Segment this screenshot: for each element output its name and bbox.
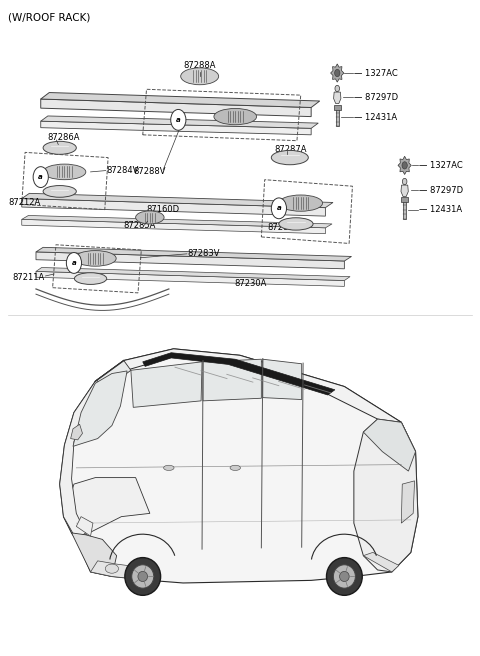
Ellipse shape (136, 211, 164, 224)
Text: 87288V: 87288V (133, 167, 166, 176)
Circle shape (171, 110, 186, 131)
Circle shape (66, 253, 82, 274)
Text: 87287A: 87287A (274, 144, 307, 154)
Bar (336, 108, 339, 127)
Text: — 87297D: — 87297D (419, 186, 463, 195)
Polygon shape (41, 92, 320, 108)
Text: 87160D: 87160D (146, 205, 179, 214)
Polygon shape (334, 92, 341, 104)
Polygon shape (96, 361, 131, 390)
Polygon shape (41, 121, 311, 135)
Ellipse shape (279, 195, 323, 211)
Polygon shape (72, 533, 117, 577)
Polygon shape (401, 185, 408, 197)
Ellipse shape (339, 571, 349, 582)
Text: a: a (176, 117, 180, 123)
Circle shape (271, 198, 287, 218)
Text: 87211A: 87211A (12, 273, 45, 282)
Polygon shape (22, 199, 325, 216)
Polygon shape (22, 215, 332, 228)
Ellipse shape (271, 150, 308, 165)
Bar (334, 105, 341, 110)
Circle shape (335, 85, 339, 92)
Polygon shape (36, 252, 344, 269)
Polygon shape (91, 561, 152, 581)
Polygon shape (36, 247, 351, 261)
Polygon shape (22, 219, 325, 234)
Text: 87230A: 87230A (234, 279, 267, 288)
Ellipse shape (74, 251, 116, 266)
Ellipse shape (125, 558, 161, 596)
Ellipse shape (43, 164, 86, 180)
Polygon shape (60, 361, 129, 539)
Text: — 12431A: — 12431A (354, 113, 397, 122)
Text: a: a (276, 205, 281, 211)
Text: — 87297D: — 87297D (354, 92, 398, 102)
Bar (401, 197, 408, 203)
Ellipse shape (334, 565, 355, 588)
Polygon shape (63, 478, 150, 539)
Circle shape (335, 70, 340, 77)
Text: a: a (72, 260, 76, 266)
Ellipse shape (326, 558, 362, 596)
Text: — 12431A: — 12431A (419, 205, 462, 214)
Ellipse shape (279, 218, 313, 230)
Polygon shape (401, 481, 415, 523)
Ellipse shape (214, 108, 257, 125)
Polygon shape (102, 349, 401, 422)
Polygon shape (73, 371, 127, 446)
Polygon shape (36, 268, 350, 281)
Polygon shape (363, 552, 399, 572)
Ellipse shape (43, 186, 76, 197)
Text: 87285A: 87285A (124, 221, 156, 230)
Text: — 1327AC: — 1327AC (419, 161, 463, 170)
Text: (W/ROOF RACK): (W/ROOF RACK) (8, 12, 90, 22)
Ellipse shape (132, 565, 154, 588)
Polygon shape (41, 116, 318, 129)
Polygon shape (143, 353, 335, 395)
Ellipse shape (230, 465, 240, 470)
Polygon shape (203, 359, 261, 401)
Circle shape (402, 178, 407, 185)
Text: 87288A: 87288A (183, 61, 216, 70)
Polygon shape (22, 194, 333, 208)
Ellipse shape (164, 465, 174, 470)
Text: 87286A: 87286A (48, 133, 80, 142)
Polygon shape (363, 419, 416, 471)
Ellipse shape (138, 571, 147, 582)
Circle shape (402, 162, 408, 169)
Polygon shape (131, 362, 202, 407)
Polygon shape (60, 349, 418, 583)
Ellipse shape (180, 68, 219, 85)
Text: 87283V: 87283V (188, 249, 220, 258)
Ellipse shape (74, 273, 107, 285)
Polygon shape (76, 517, 93, 536)
Polygon shape (36, 272, 344, 287)
Polygon shape (41, 99, 311, 117)
Polygon shape (398, 156, 411, 174)
Bar (403, 201, 406, 218)
Polygon shape (263, 359, 301, 400)
Text: 87284V: 87284V (106, 166, 139, 175)
Text: 87212A: 87212A (9, 198, 41, 207)
Circle shape (33, 167, 48, 188)
Ellipse shape (105, 564, 119, 573)
Polygon shape (71, 424, 83, 440)
Polygon shape (354, 419, 418, 572)
Text: — 1327AC: — 1327AC (354, 68, 397, 77)
Ellipse shape (43, 141, 76, 154)
Polygon shape (331, 64, 344, 82)
Text: 87287V: 87287V (267, 222, 300, 232)
Text: a: a (38, 174, 43, 180)
